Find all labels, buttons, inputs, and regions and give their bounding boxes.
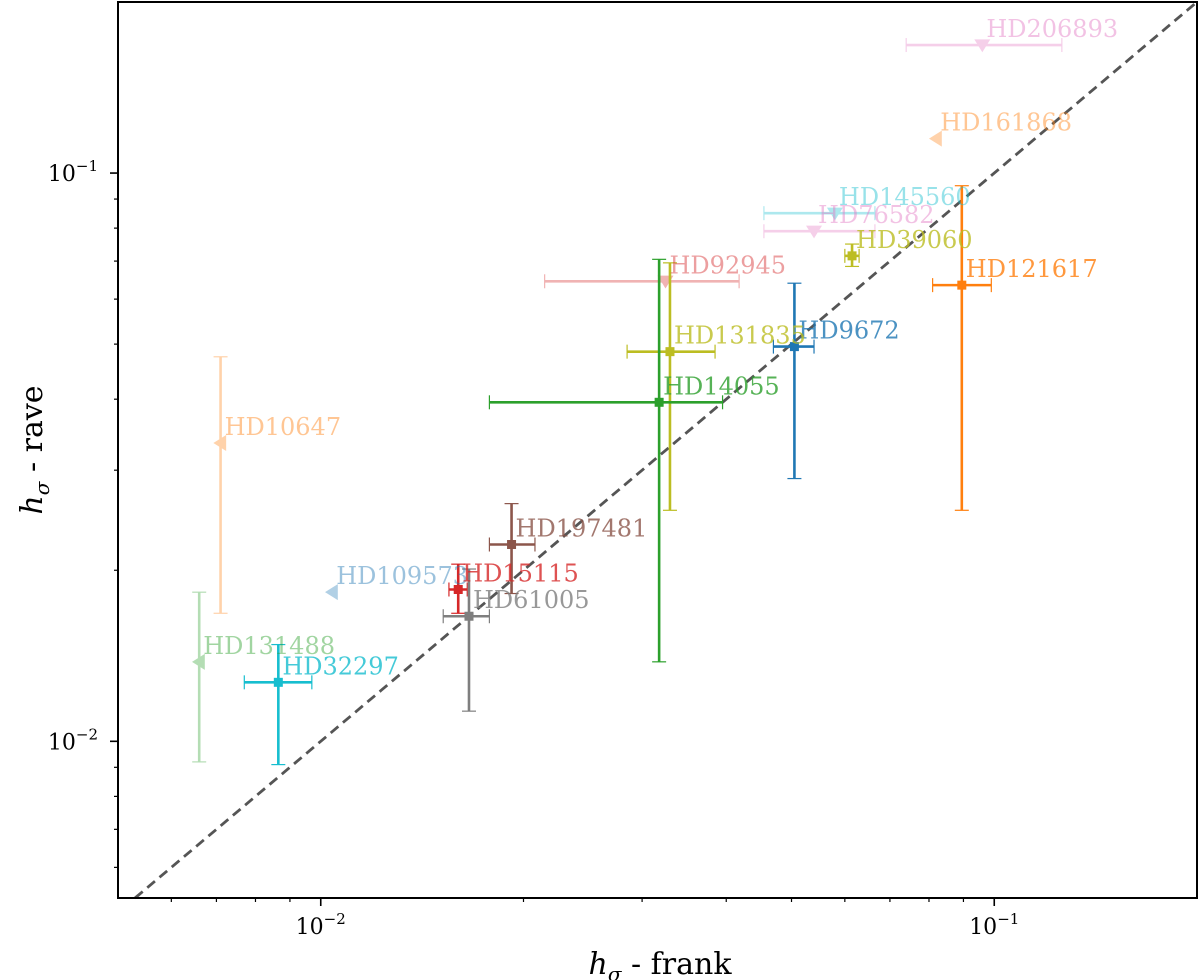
plot-frame bbox=[117, 1, 1198, 899]
point-HD161868 bbox=[929, 130, 942, 147]
point-label-HD92945: HD92945 bbox=[670, 251, 787, 279]
point-label-HD131835: HD131835 bbox=[674, 322, 806, 350]
y-tick-label: 10−1 bbox=[48, 157, 98, 187]
square-marker bbox=[957, 280, 967, 290]
square-marker bbox=[789, 342, 799, 352]
lower-limit-marker bbox=[213, 434, 227, 451]
point-HD145560 bbox=[763, 206, 876, 221]
point-label-HD206893: HD206893 bbox=[986, 15, 1118, 43]
square-marker bbox=[665, 347, 675, 357]
square-marker bbox=[273, 677, 283, 687]
point-label-HD32297: HD32297 bbox=[282, 652, 399, 680]
point-HD121617 bbox=[932, 185, 992, 511]
point-HD39060 bbox=[844, 243, 860, 268]
upper-limit-marker bbox=[806, 225, 823, 239]
x-axis-label: hσ - frank bbox=[588, 947, 732, 980]
reference-line-y-equals-x bbox=[134, 0, 1198, 900]
point-HD14055 bbox=[488, 258, 724, 663]
point-label-HD39060: HD39060 bbox=[856, 226, 973, 254]
point-label-HD76582: HD76582 bbox=[818, 201, 935, 229]
point-HD61005 bbox=[442, 568, 491, 712]
square-marker bbox=[464, 611, 474, 621]
point-label-HD109573: HD109573 bbox=[336, 562, 468, 590]
y-tick-label: 10−2 bbox=[48, 725, 98, 755]
point-label-HD131488: HD131488 bbox=[203, 632, 335, 660]
point-label-HD161868: HD161868 bbox=[940, 109, 1072, 137]
lower-limit-marker bbox=[325, 584, 338, 601]
square-marker bbox=[453, 584, 463, 594]
point-HD131835 bbox=[626, 262, 716, 511]
y-axis-label: hσ - rave bbox=[15, 385, 54, 514]
x-tick-label: 10−1 bbox=[969, 910, 1019, 940]
point-label-HD14055: HD14055 bbox=[663, 372, 780, 400]
square-marker bbox=[507, 540, 517, 550]
point-HD131488 bbox=[192, 591, 207, 763]
upper-limit-marker bbox=[826, 207, 843, 221]
point-HD32297 bbox=[243, 643, 313, 766]
square-marker bbox=[654, 397, 664, 407]
point-label-HD9672: HD9672 bbox=[798, 317, 899, 345]
point-HD109573 bbox=[325, 584, 338, 601]
point-label-HD15115: HD15115 bbox=[462, 559, 579, 587]
point-HD197481 bbox=[488, 503, 536, 595]
lower-limit-marker bbox=[192, 653, 205, 670]
data-points bbox=[192, 38, 1063, 766]
point-label-HD61005: HD61005 bbox=[473, 586, 590, 614]
axis-ticks: 10−2 10−1 10−2 10−1 bbox=[48, 157, 1019, 940]
square-marker bbox=[847, 251, 857, 261]
upper-limit-marker bbox=[974, 39, 991, 53]
point-label-HD10647: HD10647 bbox=[225, 413, 342, 441]
point-HD9672 bbox=[772, 282, 815, 480]
point-HD76582 bbox=[763, 224, 876, 239]
point-label-HD121617: HD121617 bbox=[966, 255, 1098, 283]
point-HD15115 bbox=[448, 563, 468, 614]
point-label-HD145560: HD145560 bbox=[839, 183, 971, 211]
point-HD206893 bbox=[905, 38, 1063, 53]
lower-limit-marker bbox=[929, 130, 942, 147]
x-tick-label: 10−2 bbox=[296, 910, 346, 940]
point-labels: HD206893HD161868HD145560HD76582HD39060HD… bbox=[203, 15, 1118, 680]
point-HD10647 bbox=[213, 356, 228, 614]
point-label-HD197481: HD197481 bbox=[516, 515, 648, 543]
